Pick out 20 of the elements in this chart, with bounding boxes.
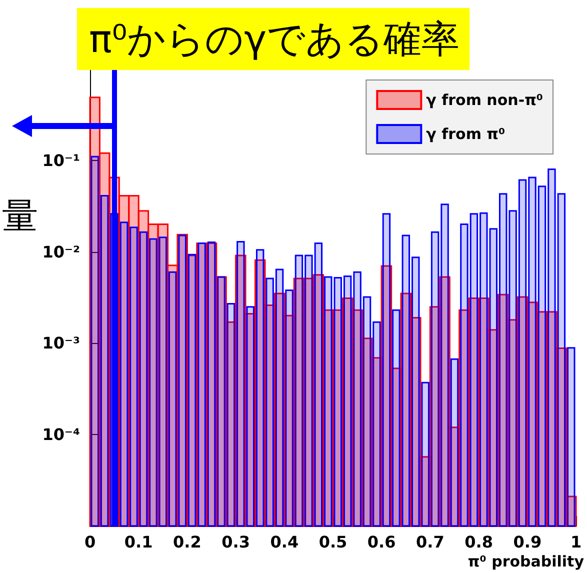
x-tick-label: 0.5	[318, 532, 348, 552]
y-tick-label: 10⁻³	[42, 334, 80, 353]
y-tick-label: 10⁻⁴	[42, 425, 80, 444]
y-tick-label: 10⁻¹	[42, 150, 80, 170]
x-axis-title: π⁰ probability	[468, 552, 584, 570]
legend-label: γ from non-π⁰	[426, 91, 543, 109]
x-tick-label: 0.9	[513, 532, 542, 552]
x-tick-label: 0.1	[124, 532, 153, 552]
x-tick-label: 0.7	[416, 532, 444, 552]
x-tick-label: 0	[84, 532, 96, 552]
x-tick-label: 0.3	[222, 532, 250, 552]
x-tick-label: 0.2	[173, 532, 202, 552]
legend-label: γ from π⁰	[426, 125, 506, 143]
x-tick-label: 0.6	[367, 532, 396, 552]
x-tick-label: 1	[570, 532, 582, 552]
x-tick-label: 0.8	[464, 532, 493, 552]
x-tick-label: 0.4	[270, 532, 299, 552]
y-tick-label: 10⁻²	[42, 242, 80, 262]
chart-title: π⁰からのγである確率	[89, 17, 460, 61]
y-axis-title: 量	[2, 195, 38, 239]
